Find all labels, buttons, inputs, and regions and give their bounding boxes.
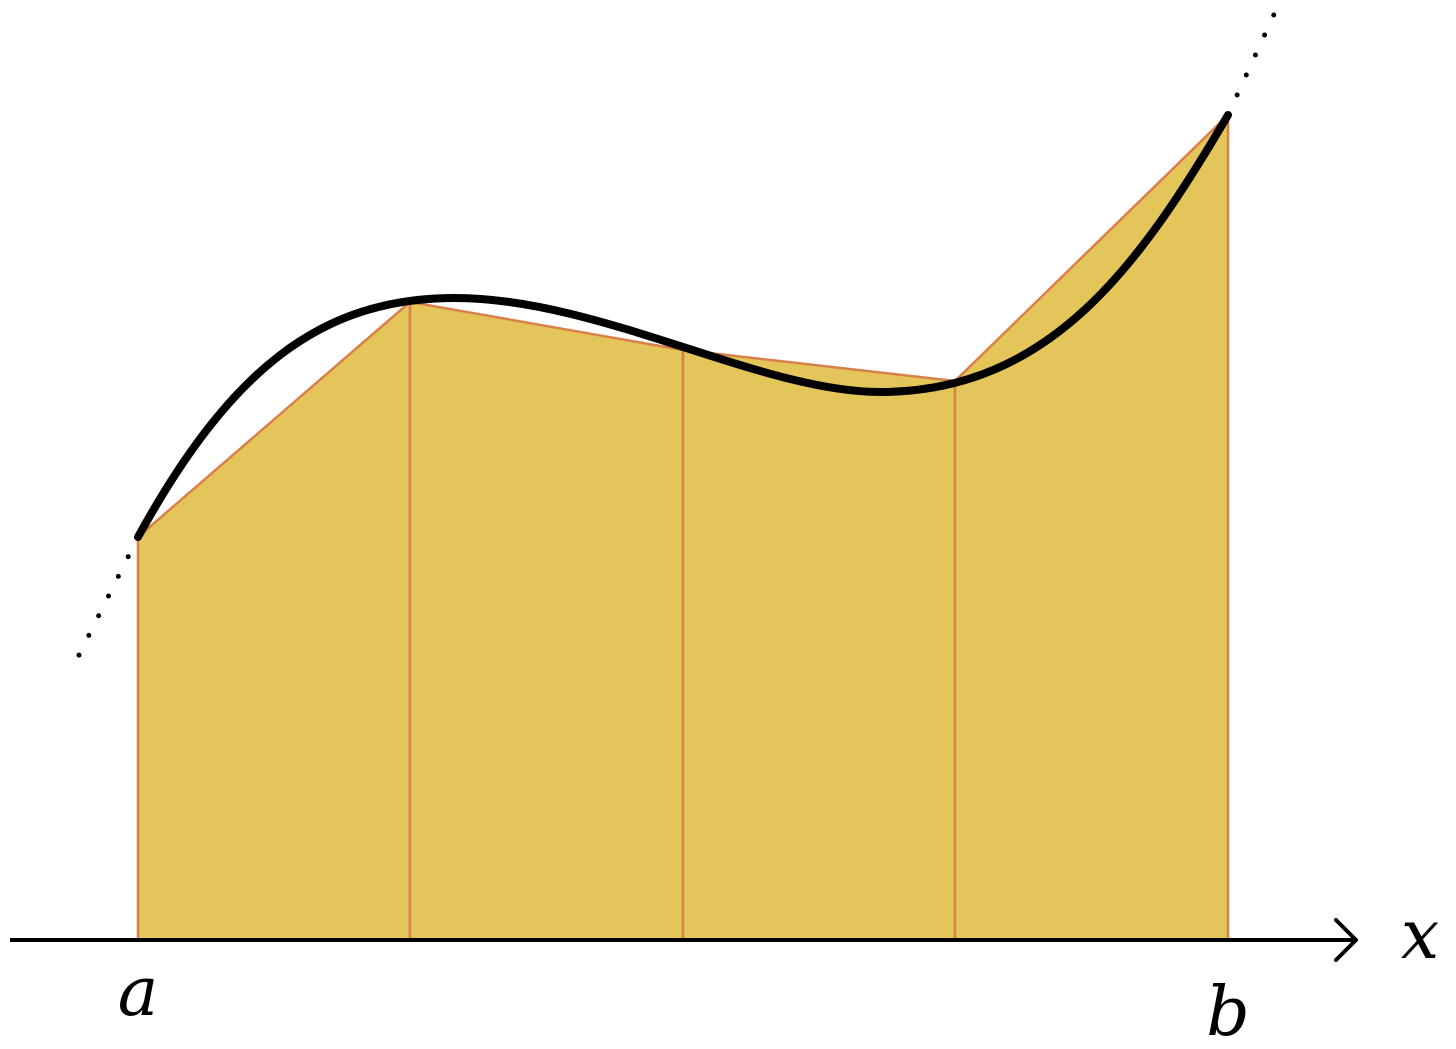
label-b: b — [1206, 973, 1250, 1049]
trapezoid-group — [136, 112, 1230, 942]
function-curve — [134, 111, 1232, 541]
trapezoid-1 — [136, 299, 412, 942]
label-x: x — [1401, 896, 1439, 975]
trapezoid-4 — [953, 112, 1230, 942]
curve-extension-left — [70, 534, 141, 670]
curve-extension-right — [1225, 7, 1279, 118]
x-axis-arrowhead — [1334, 918, 1358, 962]
label-a: a — [118, 953, 159, 1032]
trapezoid-3 — [681, 348, 957, 942]
trapezoid-2 — [408, 300, 685, 942]
